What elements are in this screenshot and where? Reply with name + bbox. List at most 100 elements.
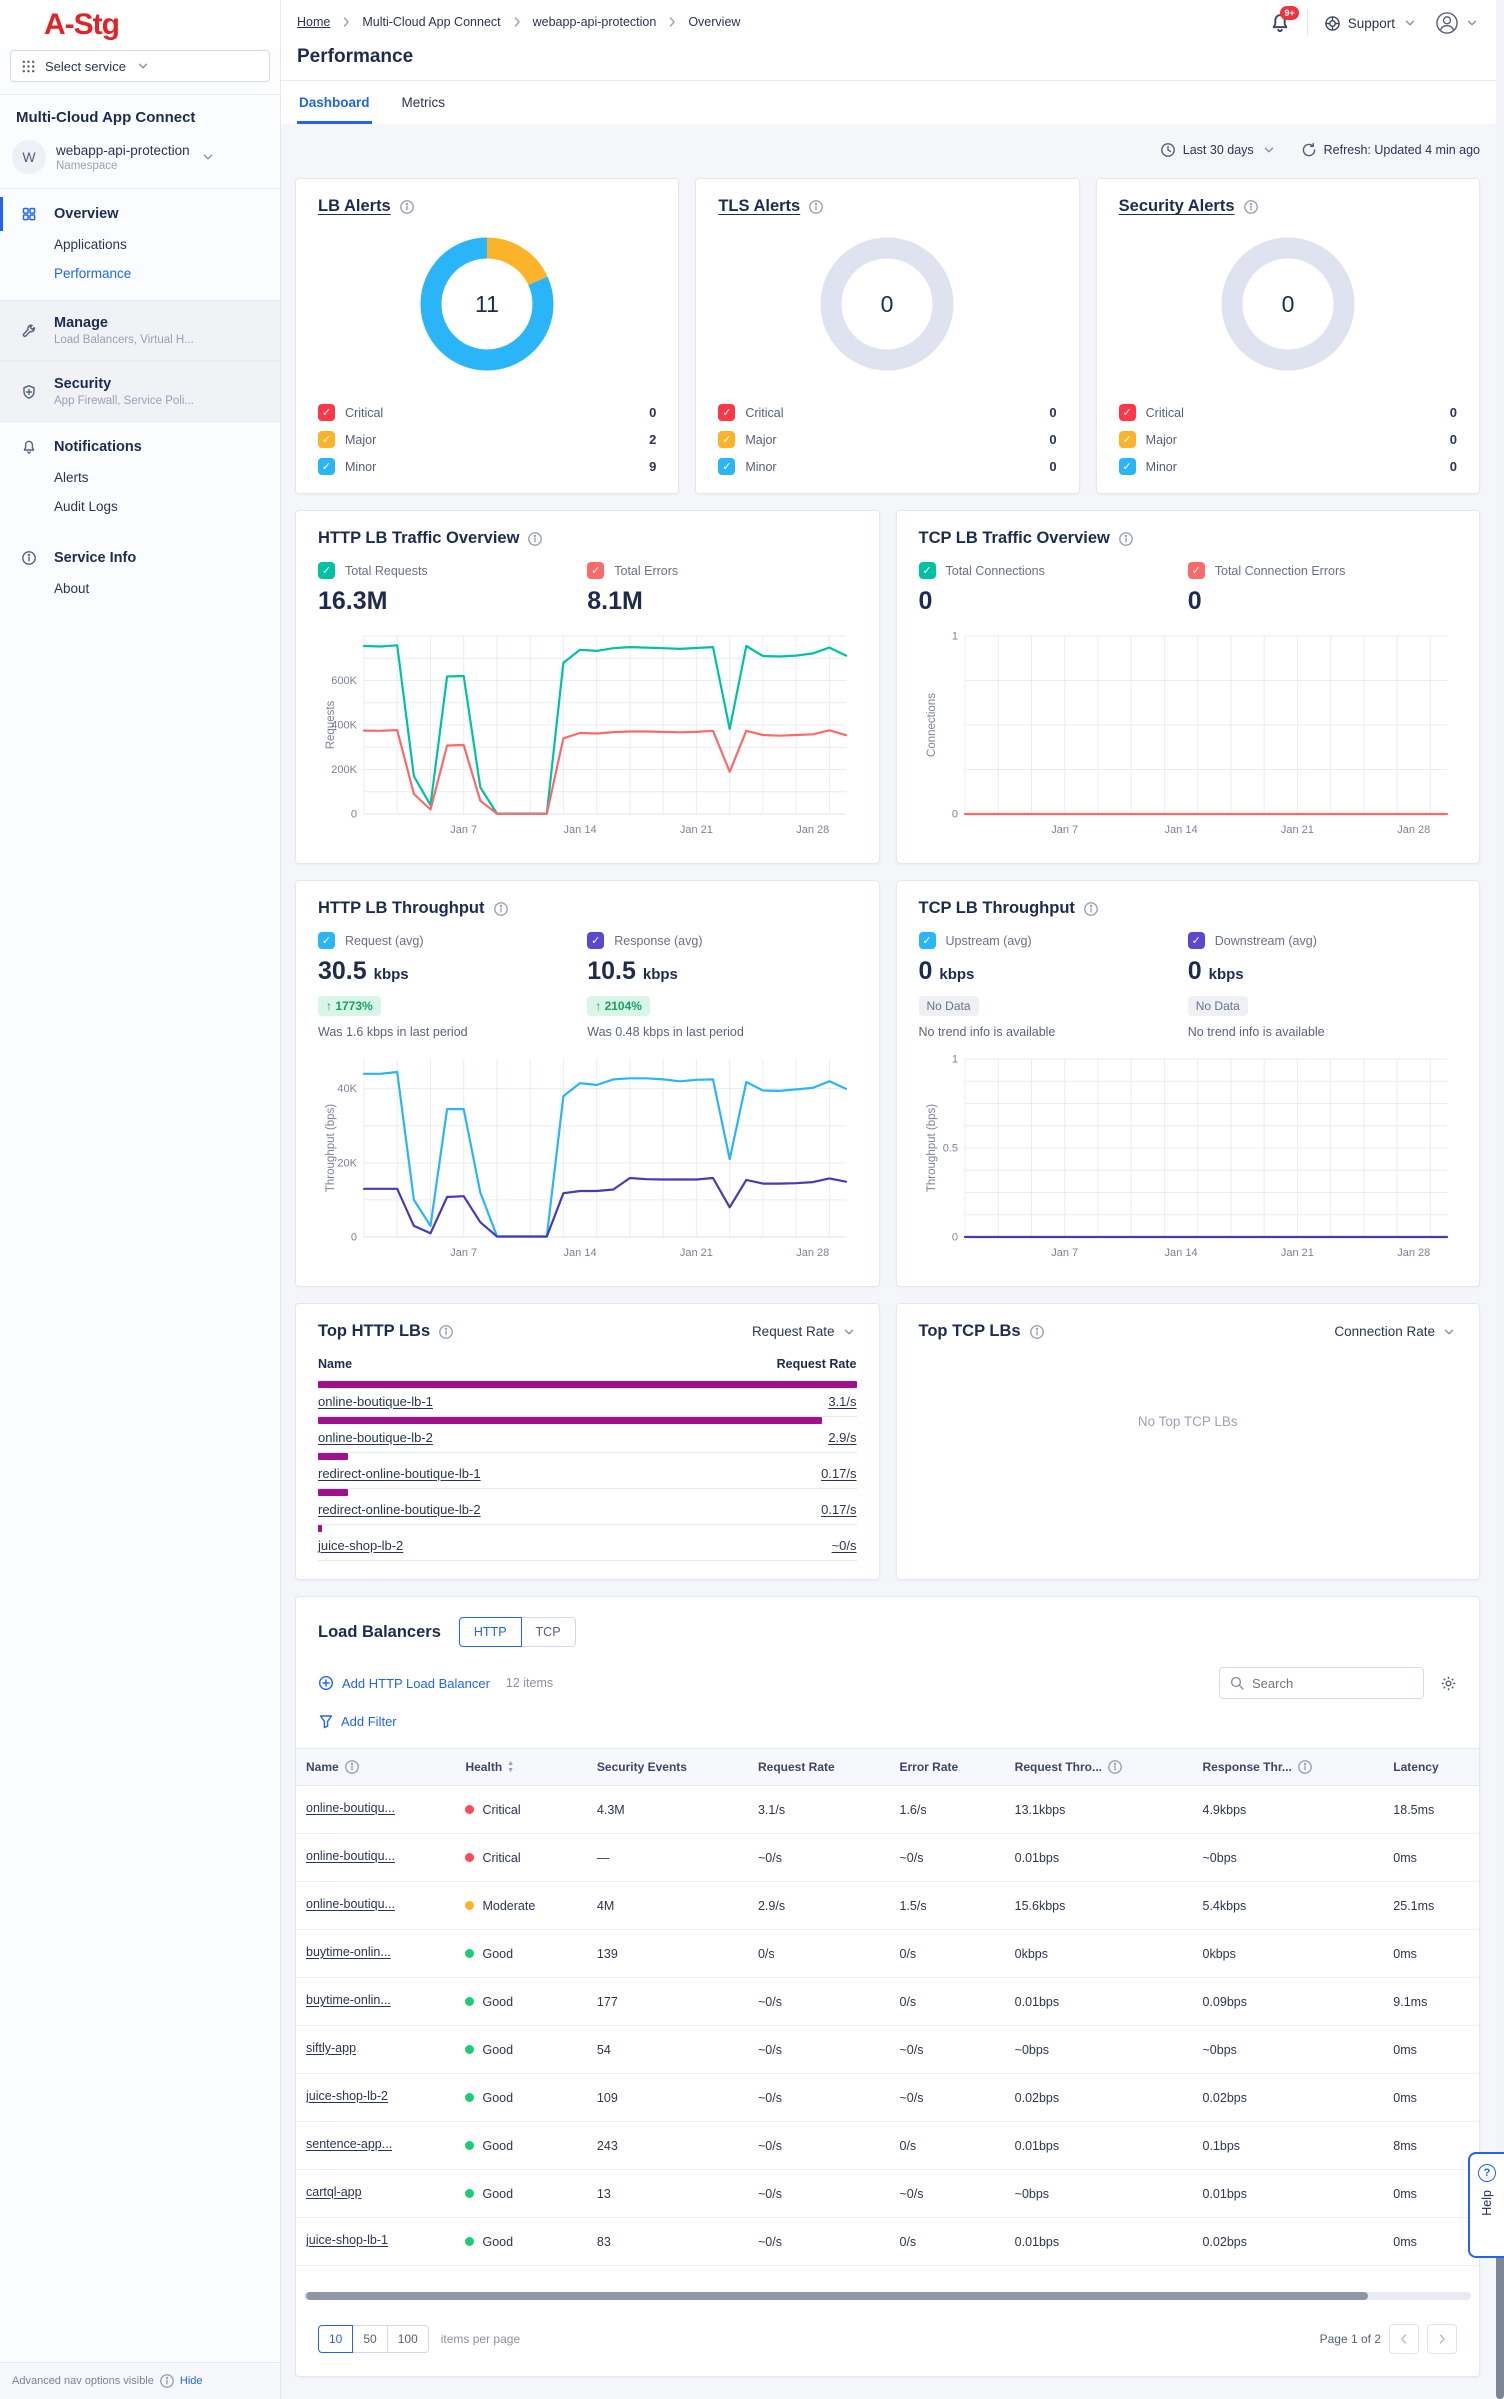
table-row[interactable]: juice-shop-lb-2 Good 109 ~0/s ~0/s 0.02bps 0.0…	[296, 2073, 1479, 2122]
metric-selector-dropdown[interactable]: Request Rate	[752, 1324, 857, 1340]
page-scrollbar-thumb[interactable]	[1496, 2232, 1504, 2399]
top-lbs-columns: Name Request Rate	[318, 1357, 857, 1371]
legend-checkbox[interactable]: ✓	[318, 404, 335, 421]
sidebar-item-overview[interactable]: Overview	[0, 202, 280, 226]
page-size-100-button[interactable]: 100	[386, 2325, 429, 2353]
support-menu[interactable]: Support	[1324, 15, 1418, 32]
table-row[interactable]: online-boutiqu... Critical — ~0/s ~0/s 0.01bp…	[296, 1833, 1479, 1882]
lb-name-link[interactable]: buytime-onlin...	[306, 1945, 391, 1959]
lb-name-link[interactable]: online-boutiqu...	[306, 1801, 395, 1815]
lb-rate-link[interactable]: ~0/s	[831, 1538, 857, 1553]
select-service-dropdown[interactable]: Select service	[10, 50, 270, 82]
table-row[interactable]: buytime-onlin... Good 177 ~0/s 0/s 0.01bps 0.0…	[296, 1977, 1479, 2026]
lb-rate-link[interactable]: 0.17/s	[821, 1466, 857, 1481]
stat-block: ✓ Downstream (avg) 0 kbps No Data No trend i…	[1187, 932, 1457, 1039]
sidebar-item-alerts[interactable]: Alerts	[54, 470, 89, 485]
table-row[interactable]: juice-shop-lb-1 Good 83 ~0/s 0/s 0.01bps 0.02b…	[296, 2217, 1479, 2266]
sidebar-item-audit-logs[interactable]: Audit Logs	[54, 499, 118, 514]
lb-name-link[interactable]: juice-shop-lb-2	[318, 1538, 404, 1553]
legend-checkbox[interactable]: ✓	[718, 431, 736, 448]
help-tab[interactable]: ? Help	[1468, 2152, 1504, 2258]
lb-type-tcp-button[interactable]: TCP	[520, 1617, 576, 1647]
svg-text:Jan 28: Jan 28	[1397, 1247, 1430, 1259]
legend-checkbox[interactable]: ✓	[318, 458, 335, 475]
legend-checkbox[interactable]: ✓	[318, 431, 335, 448]
lb-type-http-button[interactable]: HTTP	[458, 1617, 522, 1647]
next-page-button[interactable]	[1427, 2324, 1457, 2354]
sidebar-item-security[interactable]: Security App Firewall, Service Poli...	[0, 374, 280, 409]
table-row[interactable]: online-boutiqu... Moderate 4M 2.9/s 1.5/s 15.…	[296, 1881, 1479, 1930]
legend-checkbox[interactable]: ✓	[718, 404, 736, 421]
namespace-selector[interactable]: W webapp-api-protection Namespace	[0, 136, 280, 188]
table-horizontal-scrollbar[interactable]	[304, 2292, 1471, 2300]
lb-name-link[interactable]: online-boutique-lb-1	[318, 1394, 433, 1409]
table-settings-gear-button[interactable]	[1440, 1675, 1457, 1692]
table-row[interactable]: cartql-app Good 13 ~0/s ~0/s ~0bps 0.01bps 0ms	[296, 2169, 1479, 2218]
hide-advanced-nav-link[interactable]: Hide	[179, 2375, 203, 2387]
tab-dashboard[interactable]: Dashboard	[297, 81, 372, 124]
sort-icon[interactable]: ▲ ▼	[507, 1759, 515, 1774]
stat-value: 8.1M	[587, 587, 643, 615]
user-account-menu[interactable]	[1434, 10, 1480, 36]
legend-checkbox[interactable]: ✓	[1118, 431, 1136, 448]
sidebar-item-manage[interactable]: Manage Load Balancers, Virtual H...	[0, 313, 280, 348]
breadcrumb-item[interactable]: webapp-api-protection	[532, 15, 657, 29]
lb-name-link[interactable]: redirect-online-boutique-lb-1	[318, 1466, 481, 1481]
legend-checkbox[interactable]: ✓	[718, 458, 736, 475]
series-checkbox[interactable]: ✓	[587, 562, 605, 579]
lb-name-link[interactable]: online-boutique-lb-2	[318, 1430, 433, 1445]
brand-logo[interactable]: A-Stg	[44, 8, 120, 41]
scrollbar-thumb[interactable]	[306, 2292, 1368, 2300]
card-title[interactable]: Security Alerts	[1118, 197, 1235, 215]
page-size-10-button[interactable]: 10	[318, 2325, 354, 2353]
add-http-load-balancer-button[interactable]: Add HTTP Load Balancer	[318, 1675, 490, 1691]
tab-metrics[interactable]: Metrics	[401, 95, 446, 110]
sidebar-item-service-info[interactable]: Service Info	[0, 546, 280, 570]
table-row[interactable]: online-boutiqu... Critical 4.3M 3.1/s 1.6/s 1…	[296, 1785, 1479, 1834]
time-range-selector[interactable]: Last 30 days	[1160, 142, 1277, 158]
breadcrumb-item[interactable]: Home	[297, 15, 331, 29]
card-title[interactable]: LB Alerts	[318, 197, 391, 215]
add-filter-button[interactable]: Add Filter	[318, 1713, 397, 1729]
lb-name-link[interactable]: online-boutiqu...	[306, 1849, 395, 1863]
breadcrumb-item[interactable]: Multi-Cloud App Connect	[362, 15, 501, 29]
lb-name-link[interactable]: juice-shop-lb-1	[306, 2233, 388, 2247]
search-input[interactable]	[1252, 1675, 1414, 1691]
table-row[interactable]: sentence-app... Good 243 ~0/s 0/s 0.01bps 0.1b…	[296, 2121, 1479, 2170]
column-header[interactable]: Health ▲ ▼	[455, 1748, 587, 1786]
series-checkbox[interactable]: ✓	[1187, 562, 1205, 579]
series-checkbox[interactable]: ✓	[318, 932, 335, 949]
sidebar-item-performance[interactable]: Performance	[54, 266, 132, 281]
page-scrollbar[interactable]	[1496, 0, 1504, 2399]
lb-name-link[interactable]: siftly-app	[306, 2041, 357, 2055]
refresh-button[interactable]: Refresh: Updated 4 min ago	[1301, 142, 1480, 158]
lb-name-link[interactable]: cartql-app	[306, 2185, 362, 2199]
card-title[interactable]: TLS Alerts	[718, 197, 801, 215]
lb-name-link[interactable]: redirect-online-boutique-lb-2	[318, 1502, 481, 1517]
series-checkbox[interactable]: ✓	[1187, 932, 1205, 949]
lb-name-link[interactable]: sentence-app...	[306, 2137, 393, 2151]
sidebar-item-notifications[interactable]: Notifications	[0, 435, 280, 459]
table-row[interactable]: siftly-app Good 54 ~0/s ~0/s ~0bps ~0bps 0ms	[296, 2025, 1479, 2074]
sidebar-item-about[interactable]: About	[54, 581, 90, 596]
legend-checkbox[interactable]: ✓	[1118, 458, 1136, 475]
series-checkbox[interactable]: ✓	[587, 932, 605, 949]
legend-checkbox[interactable]: ✓	[1118, 404, 1136, 421]
breadcrumb-separator-icon	[664, 14, 680, 30]
lb-name-link[interactable]: juice-shop-lb-2	[306, 2089, 388, 2103]
notifications-bell-button[interactable]: 9+	[1269, 6, 1299, 34]
previous-page-button[interactable]	[1389, 2324, 1419, 2354]
metric-selector-dropdown[interactable]: Connection Rate	[1334, 1324, 1457, 1340]
lb-rate-link[interactable]: 2.9/s	[828, 1430, 857, 1445]
series-checkbox[interactable]: ✓	[918, 932, 936, 949]
lb-name-link[interactable]: buytime-onlin...	[306, 1993, 391, 2007]
page-size-50-button[interactable]: 50	[352, 2325, 388, 2353]
series-checkbox[interactable]: ✓	[918, 562, 936, 579]
breadcrumb-item[interactable]: Overview	[688, 15, 741, 29]
series-checkbox[interactable]: ✓	[318, 562, 335, 579]
lb-rate-link[interactable]: 3.1/s	[828, 1394, 857, 1409]
lb-name-link[interactable]: online-boutiqu...	[306, 1897, 395, 1911]
lb-rate-link[interactable]: 0.17/s	[821, 1502, 857, 1517]
sidebar-item-applications[interactable]: Applications	[54, 237, 127, 252]
table-row[interactable]: buytime-onlin... Good 139 0/s 0/s 0kbps 0kbps 0…	[296, 1929, 1479, 1978]
